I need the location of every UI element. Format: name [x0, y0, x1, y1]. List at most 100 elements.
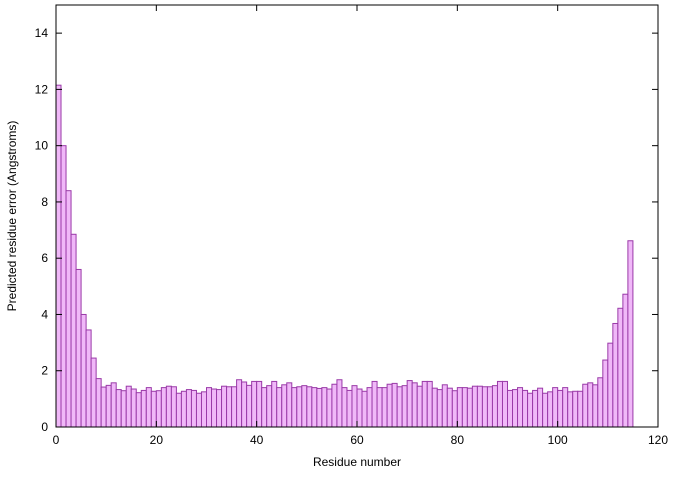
bar: [90, 357, 97, 428]
bar: [311, 387, 318, 428]
bar: [195, 392, 202, 428]
bar: [461, 387, 468, 428]
bar: [286, 382, 293, 428]
bar: [155, 390, 162, 428]
bar: [381, 387, 388, 428]
bar: [416, 385, 423, 428]
bar: [612, 322, 619, 428]
bar: [75, 268, 82, 428]
bar: [547, 391, 554, 428]
x-tick-label: 20: [150, 433, 164, 447]
bar: [371, 380, 378, 428]
plot-frame: [55, 4, 659, 428]
x-tick-label: 0: [53, 433, 60, 447]
bar: [180, 390, 187, 428]
bar: [592, 384, 599, 428]
bar: [557, 389, 564, 428]
bar: [246, 384, 253, 428]
bar: [406, 380, 413, 428]
x-axis: 0 20 40 60 80 100 120: [53, 5, 668, 447]
bar: [170, 386, 177, 428]
bar: [501, 380, 509, 428]
bar: [211, 388, 218, 428]
bar: [617, 307, 624, 428]
bar: [130, 388, 137, 428]
bar: [231, 386, 238, 428]
y-tick-label: 4: [41, 307, 48, 321]
bar: [165, 385, 172, 428]
bar: [471, 385, 478, 428]
bar: [527, 392, 534, 428]
bar: [125, 385, 132, 428]
bar: [281, 384, 288, 428]
bar: [542, 392, 549, 428]
bar: [421, 380, 428, 428]
bar: [441, 384, 448, 428]
bar: [351, 385, 358, 428]
bar: [401, 385, 408, 428]
bar: [411, 382, 418, 428]
bar: [226, 386, 233, 428]
bar: [582, 383, 589, 428]
bar: [446, 387, 453, 428]
y-tick-label: 6: [41, 251, 48, 265]
bar: [251, 380, 258, 428]
bar: [301, 385, 308, 428]
bar: [456, 387, 463, 428]
y-tick-label: 2: [41, 364, 48, 378]
bar: [115, 389, 122, 428]
bar: [100, 386, 107, 428]
bar: [356, 388, 363, 428]
bar: [85, 329, 92, 428]
bar: [532, 389, 539, 428]
bar: [291, 387, 298, 428]
bar: [316, 387, 323, 428]
bar: [80, 313, 87, 428]
bar: [491, 385, 498, 428]
y-tick-label: 10: [35, 139, 49, 153]
bar: [160, 387, 167, 428]
bar: [496, 380, 503, 428]
bar: [341, 387, 348, 428]
x-tick-label: 60: [350, 433, 364, 447]
bar: [216, 389, 223, 428]
bar: [271, 380, 278, 428]
bar: [567, 391, 574, 428]
bar: [366, 387, 373, 428]
bar: [70, 233, 77, 428]
bar: [451, 390, 458, 428]
bar: [572, 390, 579, 428]
bar: [140, 389, 147, 428]
bar: [145, 387, 152, 428]
bar: [431, 387, 438, 428]
bar: [206, 387, 213, 428]
bar: [120, 390, 127, 428]
y-axis-label: Predicted residue error (Angstroms): [5, 121, 19, 312]
bar: [175, 392, 182, 428]
bar: [481, 386, 488, 428]
bar: [65, 190, 72, 428]
bar: [627, 240, 634, 428]
bar: [185, 389, 192, 428]
bar: [522, 389, 529, 428]
bar: [331, 383, 338, 428]
bar: [346, 389, 353, 428]
x-tick-label: 120: [648, 433, 668, 447]
bar: [361, 390, 368, 428]
y-tick-label: 0: [41, 420, 48, 434]
bar: [306, 386, 313, 428]
bar: [622, 293, 629, 428]
bar: [476, 385, 483, 428]
bar: [241, 381, 248, 428]
bar: [236, 379, 243, 428]
bar: [396, 386, 403, 428]
bar: [602, 359, 609, 428]
bar: [537, 387, 544, 428]
bar: [587, 382, 594, 428]
x-axis-label: Residue number: [313, 455, 401, 469]
bar: [296, 386, 303, 428]
bar: [386, 383, 393, 428]
bar: [486, 386, 493, 428]
bar: [256, 380, 263, 428]
